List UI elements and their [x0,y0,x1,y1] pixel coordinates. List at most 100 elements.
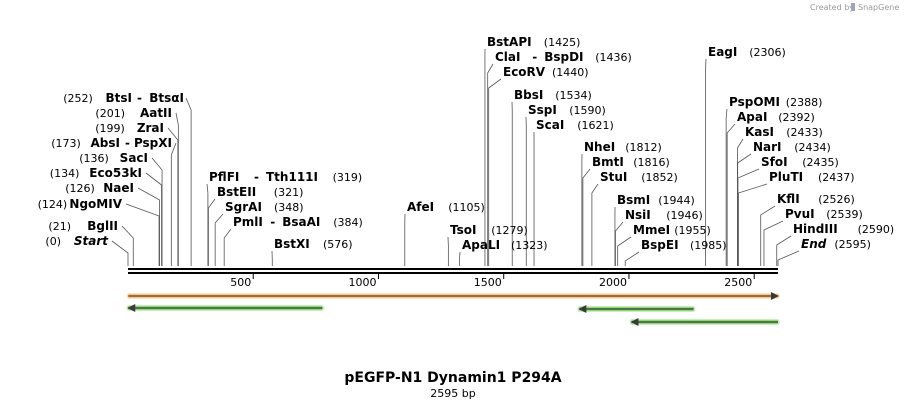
connector-right-19 [617,236,632,266]
site-right-16: StuI (1852) [600,170,678,184]
connector-right-22 [725,108,728,266]
site-name: BstEII [217,185,256,199]
site-name: BspEI [641,238,679,252]
site-position: (1279) [491,224,528,237]
site-right-31: End (2595) [801,237,871,251]
connector-left-1 [175,112,179,266]
site-position: (348) [274,201,304,214]
site-right-29: PvuI (2539) [785,207,863,221]
site-left-2: ZraI (199) [95,121,164,135]
site-name: BsmI [617,193,650,207]
site-position: (134) [50,167,80,180]
site-left-4: SacI (136) [79,151,148,165]
site-position: (252) [63,92,93,105]
site-right-21: EagI (2306) [708,45,786,59]
site-position: (136) [79,152,109,165]
connector-left-4 [151,157,163,266]
site-name: MmeI [633,223,670,237]
site-name: PvuI [785,207,815,221]
site-right-17: BsmI (1944) [617,193,695,207]
snapgene-logo-icon [851,3,855,11]
restriction-site-labels: BtsαI-BtsI(252)AatII(201)ZraI(199)PspXI-… [38,35,895,252]
sequence-backbone [128,268,778,274]
site-right-2: SgrAI (348) [225,200,304,214]
site-right-5: AfeI (1105) [407,200,485,214]
site-alt-name: Tth111I [266,170,318,184]
site-position: (21) [48,220,71,233]
site-left-0: BtsαI-BtsI (252) [63,91,184,105]
connector-right-7 [458,251,461,266]
site-name: SfoI [761,155,788,169]
site-right-6: TsoI (1279) [450,223,528,237]
site-position: (1852) [641,171,678,184]
site-dash: - [137,91,142,105]
site-left-3: PspXI-AbsI (173) [51,136,172,150]
site-dash: - [125,136,130,150]
site-position: (2392) [778,111,815,124]
site-dash: - [532,50,537,64]
connector-right-26 [737,168,760,266]
site-position: (576) [323,238,353,251]
map-subtitle: 2595 bp [430,387,475,400]
site-name: PflFI [209,170,239,184]
site-alt-name: PspXI [134,136,172,150]
site-position: (2526) [818,193,855,206]
site-name: NsiI [625,208,651,222]
connector-left-8 [121,225,134,266]
site-position: (2388) [786,96,823,109]
site-name: SacI [120,151,148,165]
site-name: NheI [584,140,615,154]
site-right-18: NsiI (1946) [625,208,703,222]
site-alt-name: BtsαI [149,91,184,105]
site-name: BstAPI [487,35,532,49]
connector-right-9 [487,63,494,266]
site-position: (2437) [818,171,855,184]
site-position: (1323) [511,239,548,252]
connector-right-2 [214,213,224,266]
site-position: (1985) [690,239,727,252]
site-right-28: KflI (2526) [777,192,855,206]
connector-right-20 [624,251,640,266]
site-name: SgrAI [225,200,262,214]
feature-tracks [126,292,780,326]
site-position: (2306) [749,46,786,59]
connector-right-3 [223,228,232,266]
site-position: (2435) [802,156,839,169]
site-right-30: HindIII (2590) [793,222,894,236]
site-position: (0) [45,235,61,248]
site-position: (1590) [569,104,606,117]
site-name: End [801,237,827,251]
site-position: (319) [333,171,363,184]
site-right-13: ScaI (1621) [536,118,614,132]
site-name: KflI [777,192,800,206]
credit-brand: SnapGene [858,3,899,12]
site-name: EcoRV [503,65,546,79]
connector-right-27 [738,183,768,266]
site-name: SspI [528,103,557,117]
site-alt-name: BspDI [544,50,583,64]
site-position: (124) [38,198,68,211]
connector-right-16 [591,183,599,266]
site-right-22: PspOMI (2388) [729,95,822,109]
site-name: BmtI [592,155,624,169]
site-name: NarI [753,140,782,154]
site-right-20: BspEI (1985) [641,238,727,252]
site-position: (199) [95,122,125,135]
connector-left-2 [167,127,179,266]
site-right-27: PluTI (2437) [769,170,855,184]
snapgene-credit: Created by SnapGene [810,3,899,12]
scale-ticks: 500 1000 1500 2000 2500 [230,274,755,289]
credit-prefix: Created by [810,3,854,12]
site-position: (2539) [826,208,863,221]
site-right-0: PflFI - Tth111I (319) [209,170,362,184]
backbone-top-line [128,268,778,270]
site-name: ApaI [737,110,767,124]
site-right-11: BbsI (1534) [514,88,592,102]
connector-left-3 [170,142,177,266]
site-left-7: NgoMIV(124) [38,197,123,211]
site-name: BtsI [106,91,133,105]
site-left-8: BglII (21) [48,219,118,233]
site-left-9: Start (0) [45,234,109,248]
tick-label-2000: 2000 [599,276,627,289]
site-name: PmlI [233,215,263,229]
